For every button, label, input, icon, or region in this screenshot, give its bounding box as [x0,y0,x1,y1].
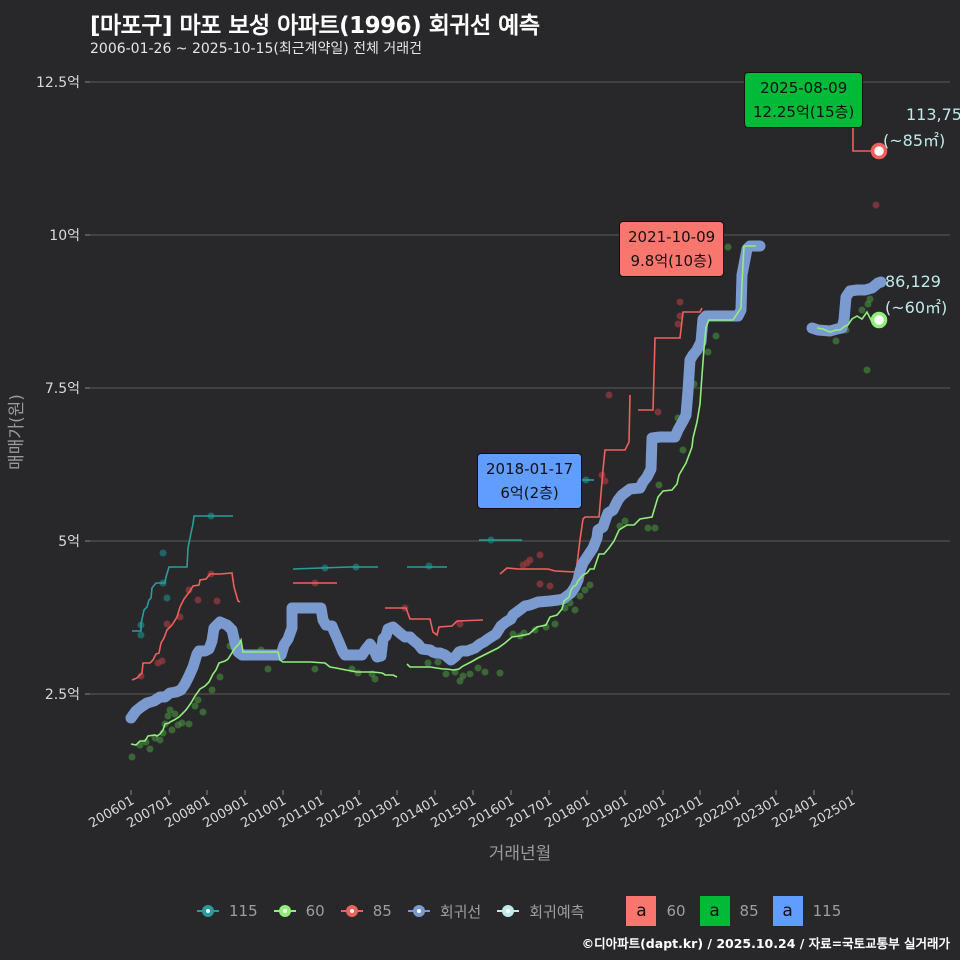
callout-date: 2025-08-09 [760,79,848,97]
end-label-60: 86,129 (~60㎡) [885,269,947,321]
end-label-value: 113,750 [906,105,960,124]
scatter-points [128,94,880,761]
forecast-point-85 [870,142,888,160]
callout-date: 2021-10-09 [628,228,716,246]
y-tick: 2.5억 [45,687,80,703]
legend: 115 60 85 회귀선 회귀예측 a 60 a 85 a 115 [195,896,855,926]
legend-box-icon: a [772,896,803,926]
legend-box-60: a 60 [626,896,686,926]
end-label-area: (~60㎡) [885,298,948,317]
series-85 [131,120,878,681]
y-tick: 5억 [58,534,80,550]
x-axis-title: 거래년월 [489,844,552,864]
legend-item-115: 115 [195,901,258,921]
series-60 [130,245,873,746]
y-tick: 12.5억 [36,75,80,91]
legend-box-85: a 85 [699,896,759,926]
legend-box-icon: a [626,896,657,926]
chart-subtitle: 2006-01-26 ~ 2025-10-15(최근계약일) 전체 거래건 [90,41,422,57]
legend-label: 85 [739,902,759,920]
legend-label: 85 [372,902,392,920]
callout-value: 12.25억(15층) [753,103,855,121]
regression-line [125,240,887,724]
callout-2018: 2018-01-17 6억(2층) [477,453,583,509]
callout-value: 6억(2층) [500,484,559,502]
legend-label: 60 [666,902,686,920]
callout-2021: 2021-10-09 9.8억(10층) [619,221,725,277]
legend-label: 회귀선 [439,902,482,921]
legend-item-regression: 회귀선 [406,901,481,922]
legend-label: 60 [305,902,325,920]
legend-item-forecast: 회귀예측 [495,901,584,922]
legend-line-icon [339,901,365,921]
end-label-area: (~85㎡) [883,131,946,150]
callout-date: 2018-01-17 [486,460,574,478]
legend-item-60: 60 [272,901,325,921]
legend-line-icon [495,901,521,921]
forecast-point-60 [870,311,888,329]
legend-box-115: a 115 [772,896,842,926]
forecast-points [870,142,888,329]
y-tick: 10억 [49,228,80,244]
legend-label: 115 [229,902,258,920]
legend-line-icon [406,901,432,921]
end-label-value: 86,129 [885,272,941,291]
legend-line-icon [195,901,221,921]
y-axis-title: 매매가(원) [7,394,27,470]
x-axis: 200601 200701 200801 200901 201001 20110… [87,790,858,864]
chart-title: [마포구] 마포 보성 아파트(1996) 회귀선 예측 [90,13,540,39]
legend-label: 115 [812,902,842,920]
footer-credit: ©디아파트(dapt.kr) / 2025.10.24 / 자료=국토교통부 실… [581,936,950,951]
legend-label: 회귀예측 [529,902,585,921]
legend-line-icon [272,901,298,921]
end-label-85: 113,750 (~85㎡) [880,102,960,154]
legend-box-icon: a [699,896,730,926]
callout-value: 9.8억(10층) [630,252,713,270]
y-tick: 7.5억 [45,381,80,397]
y-axis: 12.5억 10억 7.5억 5억 2.5억 매매가(원) [7,75,90,703]
callout-2025: 2025-08-09 12.25억(15층) [744,72,864,128]
legend-item-85: 85 [339,901,392,921]
